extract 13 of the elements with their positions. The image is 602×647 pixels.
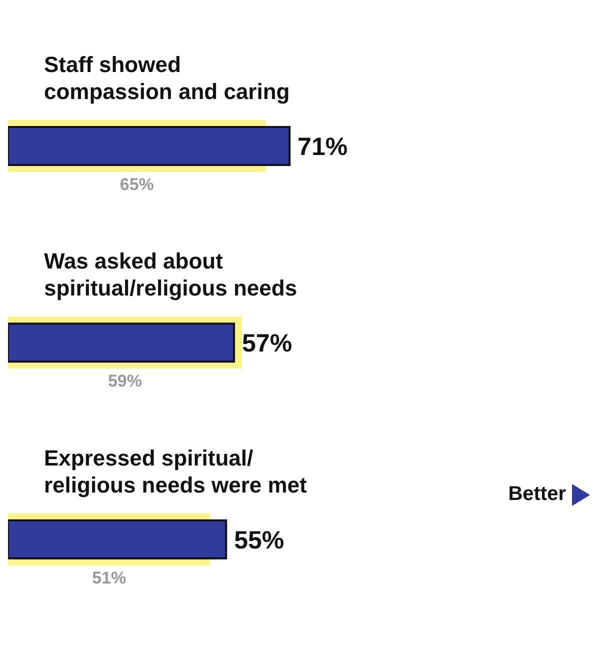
bar xyxy=(8,519,228,560)
data-label: 59% xyxy=(108,372,142,391)
data-label: 57% xyxy=(242,330,292,358)
data-label: 51% xyxy=(92,568,126,588)
y-tick-label: Staff showed compassion and caring xyxy=(44,52,290,104)
bar xyxy=(8,322,236,363)
y-tick-label: Was asked about spiritual/religious needs xyxy=(44,248,298,301)
bar xyxy=(8,126,291,166)
text: Better xyxy=(508,483,566,506)
y-tick-label: Expressed spiritual/religious needs were met xyxy=(44,445,308,498)
data-label: 55% xyxy=(234,526,284,554)
data-label: 65% xyxy=(120,175,154,194)
data-label: 71% xyxy=(298,133,348,161)
